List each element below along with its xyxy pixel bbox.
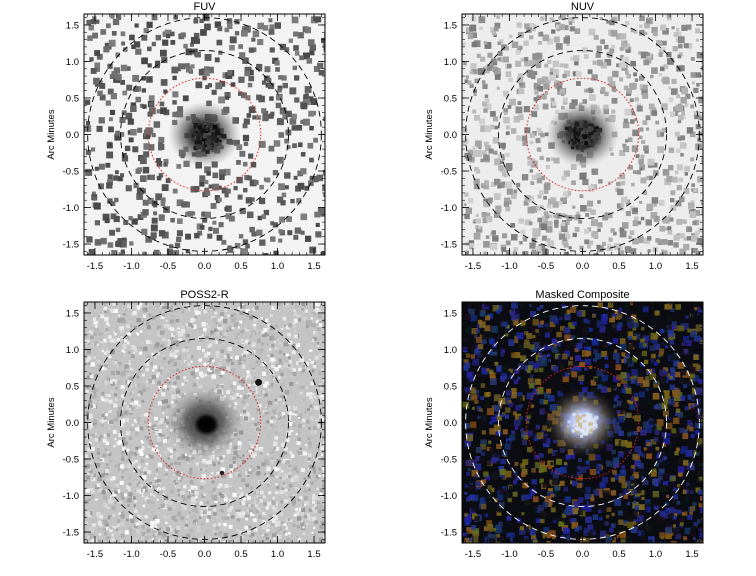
x-tick-label: 0.0 [198,549,211,560]
panel-fuv: -1.5 -1.5 -1.0 -1.0 -0.5 -0.5 0.0 0.0 0.5 0.5 1.0 1… [46,1,326,272]
image-composite [462,302,703,543]
x-tick-label: 1.0 [271,549,284,560]
x-tick-label: 1.0 [271,261,284,272]
x-tick-label: 0.0 [576,261,589,272]
axes-poss2r: -1.5 -1.5 -1.0 -1.0 -0.5 -0.5 0.0 0.0 0.5 0.5 1.0 1… [63,302,325,560]
y-tick-label: 1.5 [66,20,79,31]
x-tick-label: 0.5 [612,261,625,272]
x-tick-label: 1.5 [685,549,698,560]
y-tick-label: 0.0 [444,130,457,141]
y-axis-label: Arc Minutes [424,109,435,159]
middle-ring [498,50,667,219]
aperture-ring [525,365,640,480]
x-tick-label: -1.5 [87,261,103,272]
x-tick-label: -1.0 [501,549,517,560]
x-tick-label: 0.5 [612,549,625,560]
y-tick-label: 0.0 [444,418,457,429]
y-axis-label: Arc Minutes [424,397,435,447]
x-tick-label: -1.0 [123,261,139,272]
x-tick-label: 0.0 [576,549,589,560]
x-tick-label: -1.5 [87,549,103,560]
x-tick-label: 1.5 [307,261,320,272]
y-tick-label: -1.5 [441,240,457,251]
x-tick-label: -0.5 [160,261,176,272]
x-tick-label: -0.5 [538,261,554,272]
y-tick-label: 0.5 [66,93,79,104]
y-tick-label: -1.5 [63,240,79,251]
panel-title: Masked Composite [535,289,629,301]
image-nuv [462,14,703,255]
image-poss2r [84,302,325,543]
x-tick-label: -1.5 [465,549,481,560]
y-tick-label: 1.5 [66,308,79,319]
x-tick-label: 0.5 [234,549,247,560]
y-tick-label: -0.5 [441,167,457,178]
x-tick-label: 1.0 [649,549,662,560]
y-tick-label: -0.5 [63,167,79,178]
y-tick-label: 0.5 [444,93,457,104]
y-tick-label: -1.5 [63,528,79,539]
y-tick-label: -1.0 [63,491,79,502]
panel-title: FUV [194,1,217,13]
x-tick-label: 1.0 [649,261,662,272]
y-tick-label: 1.0 [444,57,457,68]
x-tick-label: 0.5 [234,261,247,272]
middle-ring [120,50,289,219]
x-tick-label: -0.5 [538,549,554,560]
y-tick-label: 1.5 [444,308,457,319]
y-tick-label: 0.5 [66,381,79,392]
x-tick-label: 1.5 [307,549,320,560]
y-tick-label: -0.5 [63,455,79,466]
panel-title: POSS2-R [180,289,228,301]
y-axis-label: Arc Minutes [46,109,57,159]
x-tick-label: 0.0 [198,261,211,272]
y-tick-label: -1.0 [63,203,79,214]
image-fuv [84,14,325,255]
axes-nuv: -1.5 -1.5 -1.0 -1.0 -0.5 -0.5 0.0 0.0 0.5 0.5 1.0 1… [441,14,703,272]
x-tick-label: 1.5 [685,261,698,272]
x-tick-label: -1.5 [465,261,481,272]
axes-composite: -1.5 -1.5 -1.0 -1.0 -0.5 -0.5 0.0 0.0 0.5 0.5 1.0 1… [441,302,703,560]
aperture-ring [147,365,262,480]
y-tick-label: 1.0 [444,345,457,356]
x-tick-label: -1.0 [501,261,517,272]
y-axis-label: Arc Minutes [46,397,57,447]
y-tick-label: 1.0 [66,345,79,356]
middle-ring [120,338,289,507]
y-tick-label: -1.5 [441,528,457,539]
middle-ring [498,338,667,507]
y-tick-label: 1.5 [444,20,457,31]
y-tick-label: 0.0 [66,130,79,141]
y-tick-label: 0.5 [444,381,457,392]
y-tick-label: 1.0 [66,57,79,68]
y-tick-label: -1.0 [441,491,457,502]
aperture-ring [147,77,262,192]
axes-fuv: -1.5 -1.5 -1.0 -1.0 -0.5 -0.5 0.0 0.0 0.5 0.5 1.0 1… [63,14,325,272]
x-tick-label: -0.5 [160,549,176,560]
y-tick-label: -0.5 [441,455,457,466]
panel-poss2r: -1.5 -1.5 -1.0 -1.0 -0.5 -0.5 0.0 0.0 0.5 0.5 1.0 1… [46,289,326,560]
panel-title: NUV [571,1,595,13]
panel-nuv: -1.5 -1.5 -1.0 -1.0 -0.5 -0.5 0.0 0.0 0.5 0.5 1.0 1… [424,1,704,272]
aperture-ring [525,77,640,192]
y-tick-label: -1.0 [441,203,457,214]
x-tick-label: -1.0 [123,549,139,560]
panel-composite: -1.5 -1.5 -1.0 -1.0 -0.5 -0.5 0.0 0.0 0.5 0.5 1.0 1… [424,289,704,560]
y-tick-label: 0.0 [66,418,79,429]
